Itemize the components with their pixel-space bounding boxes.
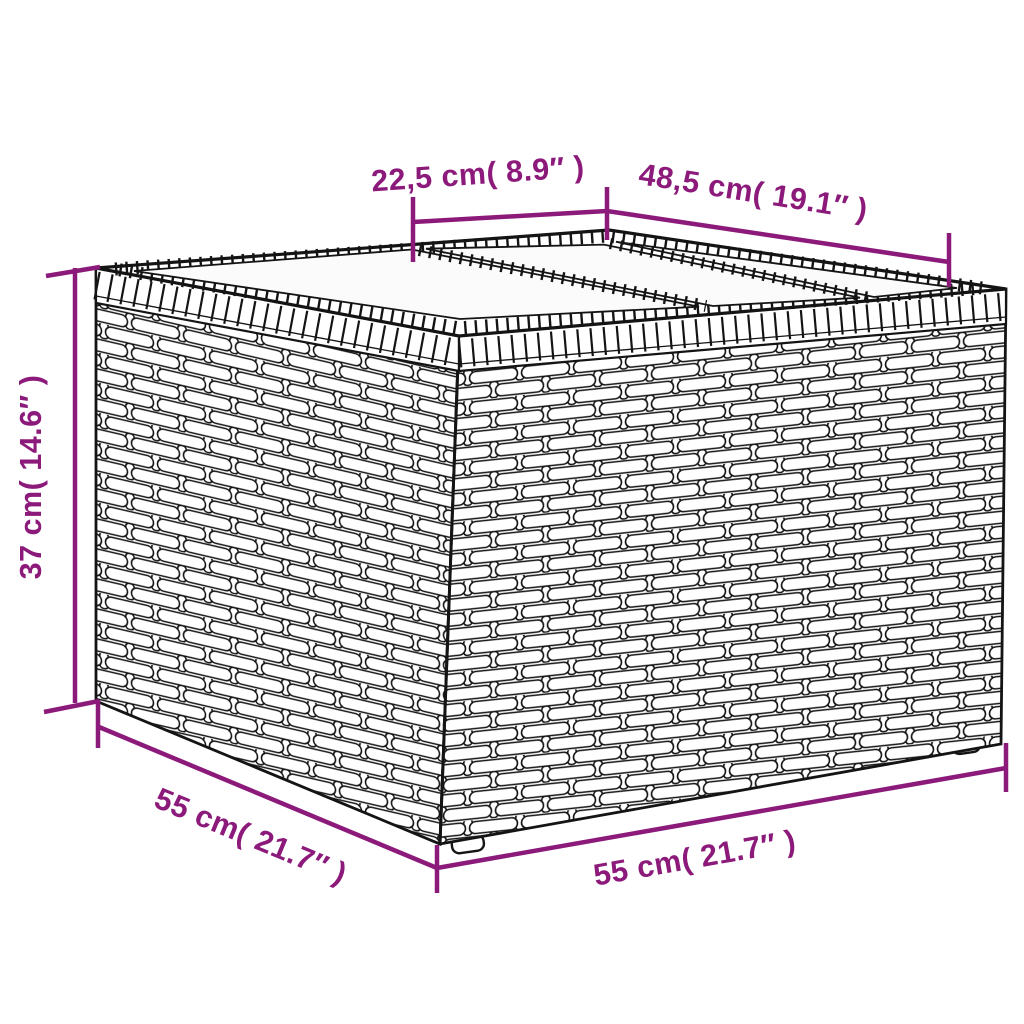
top-divider-strip-2	[608, 238, 869, 303]
label-top-right-width: 48,5 cm( 19.1″ )	[636, 157, 870, 227]
front-corner-edge	[438, 335, 461, 845]
label-height: 37 cm( 14.6″ )	[14, 375, 48, 580]
dimension-depth	[95, 700, 440, 893]
dimension-line	[436, 765, 1007, 871]
glass-panel-middle	[425, 243, 861, 307]
tick-mark	[43, 698, 100, 715]
wicker-right-face	[438, 287, 1008, 846]
tick-mark	[45, 264, 101, 279]
table-top-glass	[133, 240, 958, 320]
dimension-top-right-width	[606, 208, 952, 287]
top-divider-strip-1	[417, 244, 708, 312]
dimension-height	[43, 264, 101, 715]
label-depth: 55 cm( 21.7″ )	[150, 781, 352, 891]
dimension-width	[436, 743, 1009, 871]
table-illustration	[93, 228, 1008, 855]
glass-panel-left	[133, 248, 700, 320]
dimension-line	[412, 208, 608, 225]
dimension-top-panel-width	[410, 187, 610, 262]
dimension-line	[98, 724, 438, 871]
label-top-panel-width: 22,5 cm( 8.9″ )	[370, 150, 586, 199]
dimension-line	[606, 208, 950, 265]
